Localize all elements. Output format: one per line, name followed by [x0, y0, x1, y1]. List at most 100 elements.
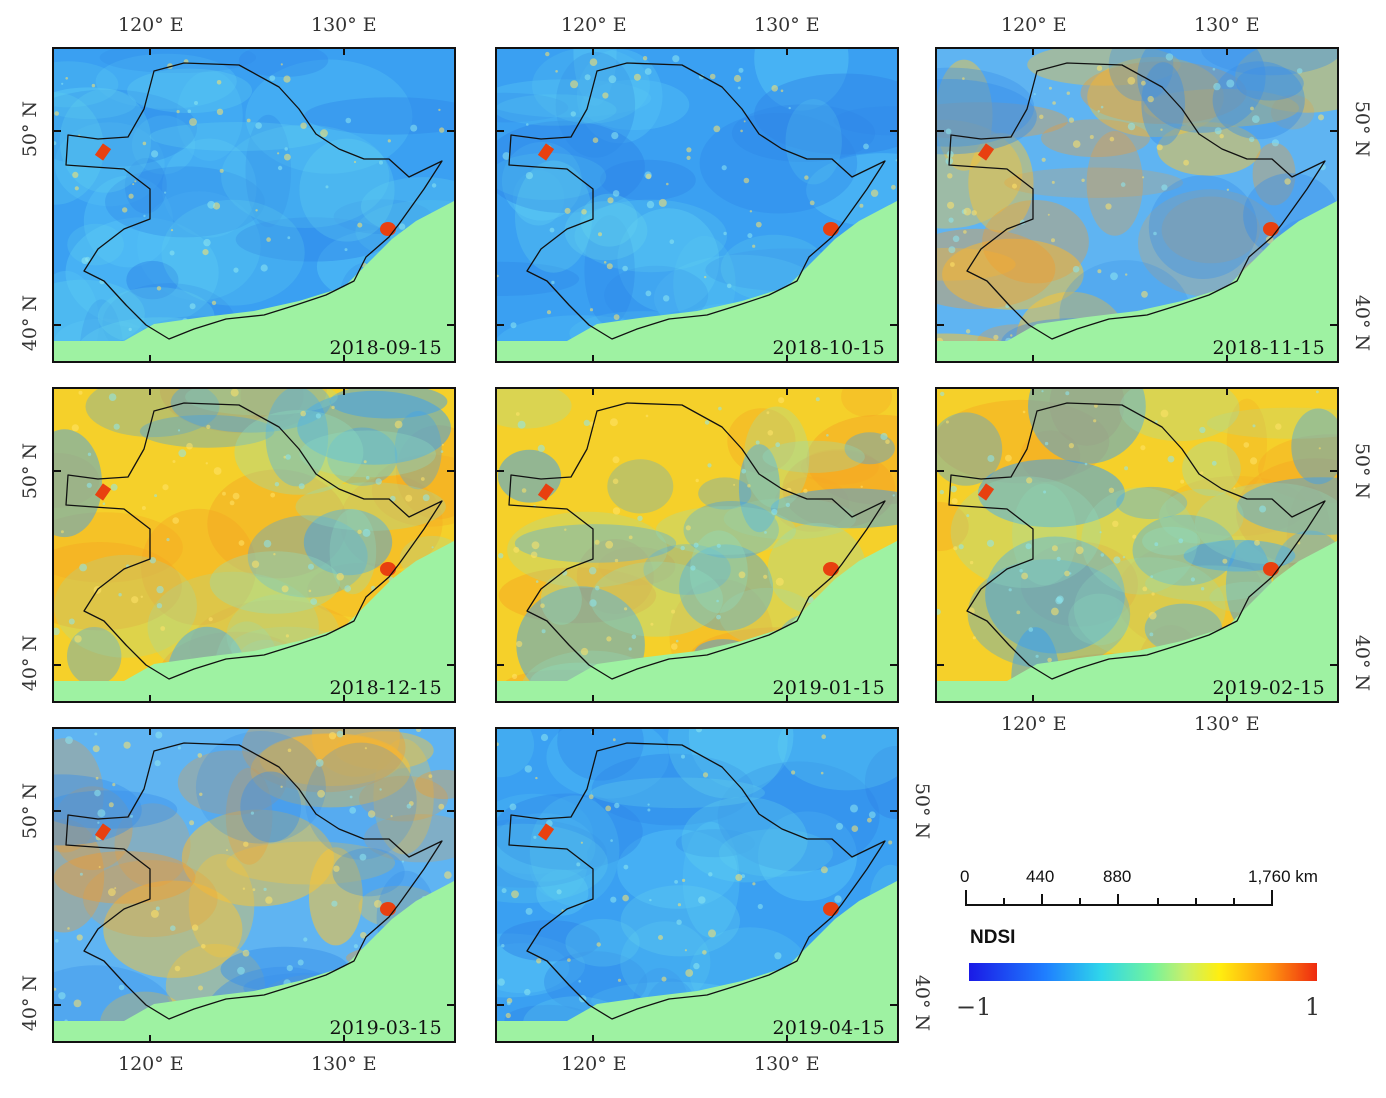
ndsi-map-8 — [497, 729, 897, 1041]
ndsi-patch-20 — [1080, 61, 1247, 124]
ndsi-speckle — [280, 785, 283, 788]
ndsi-patch-0 — [501, 142, 582, 221]
ndsi-speckle — [1316, 390, 1319, 394]
ndsi-speckle — [130, 814, 133, 818]
ndsi-speckle — [1180, 479, 1185, 484]
ndsi-speckle — [646, 200, 655, 209]
ndsi-speckle — [273, 553, 276, 556]
ndsi-speckle — [515, 412, 520, 416]
ndsi-speckle — [963, 207, 972, 216]
ndsi-patch-30 — [497, 152, 607, 200]
ndsi-patch-22 — [1132, 514, 1236, 586]
lon-label-bot-8b: 130° E — [754, 1053, 820, 1075]
ndsi-patch-32 — [497, 729, 535, 778]
ndsi-patch-37 — [762, 440, 865, 473]
ndsi-speckle — [364, 747, 367, 750]
ndsi-speckle — [612, 190, 620, 197]
ndsi-speckle — [1124, 466, 1129, 471]
ndsi-speckle — [1226, 79, 1235, 88]
ndsi-patch-30 — [161, 199, 305, 306]
ndsi-speckle — [606, 636, 612, 642]
ndsi-speckle — [749, 210, 753, 213]
ndsi-patch-8 — [162, 138, 257, 238]
ndsi-speckle — [97, 821, 100, 824]
ndsi-speckle — [767, 430, 774, 436]
ndsi-speckle — [439, 127, 445, 133]
ndsi-speckle — [1154, 420, 1158, 424]
ndsi-speckle — [1096, 65, 1103, 71]
ndsi-speckle — [1147, 95, 1154, 103]
ndsi-patch-3 — [1165, 476, 1307, 537]
ndsi-speckle — [1284, 178, 1291, 185]
ndsi-speckle — [567, 958, 571, 962]
ndsi-speckle — [1219, 134, 1224, 139]
ndsi-speckle — [570, 80, 579, 89]
ndsi-speckle — [1109, 136, 1115, 142]
ndsi-speckle — [1178, 538, 1184, 544]
ndsi-speckle — [353, 160, 357, 164]
ndsi-patch-29 — [221, 124, 390, 228]
ndsi-speckle — [333, 865, 340, 872]
ndsi-speckle — [556, 889, 562, 895]
ndsi-speckle — [187, 109, 192, 114]
ndsi-speckle — [281, 585, 289, 593]
ndsi-map-4 — [54, 389, 454, 701]
ndsi-patch-22 — [238, 49, 329, 77]
ndsi-patch-25 — [99, 49, 256, 73]
ndsi-patch-0 — [937, 501, 969, 552]
ndsi-speckle — [969, 560, 974, 565]
ndsi-patch-13 — [245, 59, 413, 174]
ndsi-speckle — [546, 310, 552, 315]
ndsi-patch-1 — [54, 122, 165, 207]
ndsi-patch-39 — [689, 530, 748, 613]
ndsi-speckle — [966, 514, 970, 518]
ndsi-speckle — [661, 976, 667, 982]
ndsi-speckle — [287, 236, 291, 240]
ndsi-speckle — [971, 210, 977, 216]
ndsi-patch-15 — [497, 261, 580, 296]
ndsi-speckle — [755, 221, 762, 228]
ndsi-speckle — [207, 200, 216, 209]
ndsi-speckle — [549, 227, 555, 233]
ndsi-speckle — [1214, 127, 1222, 135]
ndsi-speckle — [628, 647, 632, 651]
lake-khanka — [823, 222, 839, 236]
ndsi-speckle — [1296, 68, 1303, 74]
ndsi-speckle — [658, 198, 667, 207]
ndsi-colorbar — [969, 963, 1317, 981]
ndsi-speckle — [242, 949, 250, 957]
ndsi-speckle — [512, 673, 518, 679]
ndsi-speckle — [331, 405, 335, 410]
ndsi-speckle — [118, 984, 125, 991]
ndsi-speckle — [387, 139, 391, 143]
ndsi-speckle — [1047, 213, 1050, 216]
ndsi-speckle — [176, 110, 180, 114]
ndsi-patch-26 — [1041, 119, 1150, 158]
ndsi-speckle — [1222, 558, 1228, 564]
ndsi-speckle — [686, 155, 691, 160]
ndsi-speckle — [672, 55, 680, 63]
ndsi-speckle — [203, 238, 211, 247]
ndsi-patch-32 — [54, 790, 178, 829]
ndsi-speckle — [752, 882, 756, 886]
ndsi-speckle — [166, 538, 170, 542]
ndsi-speckle — [73, 999, 82, 1008]
ndsi-speckle — [208, 617, 213, 622]
ndsi-speckle — [602, 92, 609, 99]
ndsi-speckle — [150, 909, 159, 918]
ndsi-speckle — [497, 742, 499, 746]
ndsi-speckle — [331, 900, 338, 907]
date-label-7: 2019-03-15 — [329, 1017, 442, 1039]
ndsi-speckle — [1154, 542, 1159, 547]
ndsi-speckle — [229, 500, 235, 506]
ndsi-patch-20 — [604, 265, 709, 325]
ndsi-speckle — [707, 463, 712, 468]
sea-area — [497, 201, 897, 361]
ndsi-speckle — [680, 545, 685, 551]
ndsi-speckle — [885, 439, 890, 444]
ndsi-speckle — [605, 805, 612, 812]
ndsi-speckle — [345, 117, 352, 124]
ndsi-speckle — [94, 732, 98, 736]
ndsi-speckle — [755, 440, 760, 445]
ndsi-speckle — [1199, 426, 1206, 434]
